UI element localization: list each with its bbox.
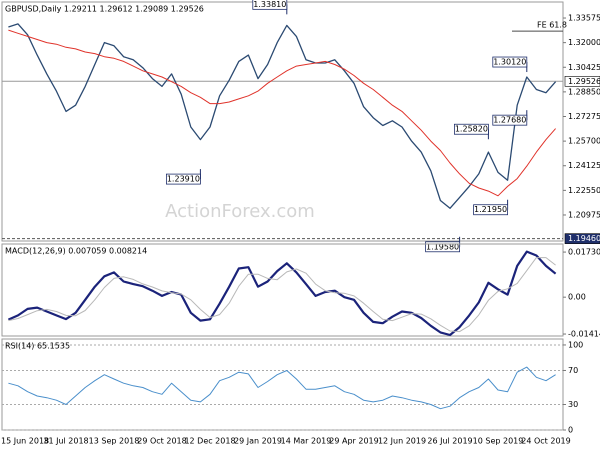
x-tick-label: 29 Jan 2019 — [234, 437, 282, 446]
annotation-label: 1.27680 — [493, 116, 526, 125]
annotation-label: 1.23910 — [167, 175, 200, 184]
annotation-label: 1.25820 — [455, 125, 488, 134]
annotation-box — [473, 204, 509, 216]
series-line — [8, 29, 556, 197]
pane-title: MACD(12,26,9) 0.007059 0.008214 — [5, 247, 147, 256]
annotation-box — [492, 56, 528, 68]
pane-title: RSI(14) 65.1535 — [5, 342, 70, 351]
x-tick-label: 26 Jul 2019 — [427, 437, 472, 446]
annotation-box — [453, 123, 489, 135]
x-tick-label: 29 Oct 2018 — [137, 437, 186, 446]
y-tick-label: 1.28850 — [568, 87, 600, 96]
annotation-label: 1.19580 — [426, 242, 459, 251]
x-tick-label: 15 Jun 2018 — [1, 437, 49, 446]
y-tick-label: 1.33575 — [568, 14, 600, 23]
y-tick-label: 0 — [568, 426, 573, 435]
level-label: 1.29526 — [568, 77, 600, 86]
series-line — [8, 23, 557, 209]
series-line — [8, 257, 556, 333]
y-tick-label: 1.32000 — [568, 38, 600, 47]
annotation-box — [425, 241, 461, 253]
x-tick-label: 12 Dec 2018 — [184, 437, 235, 446]
annotation-box — [492, 114, 528, 126]
y-tick-label: 1.22550 — [568, 186, 600, 195]
annotation-label: 1.33810 — [253, 0, 286, 9]
annotation-box — [252, 0, 288, 10]
y-tick-label: 1.24125 — [568, 161, 600, 170]
y-tick-label: 1.25700 — [568, 137, 600, 146]
y-tick-label: 0.017302 — [568, 248, 600, 257]
watermark: ActionForex.com — [165, 201, 315, 222]
annotation-box — [165, 173, 201, 185]
y-tick-label: 1.20975 — [568, 210, 600, 219]
y-tick-label: 30 — [568, 400, 578, 409]
x-tick-label: 12 Jun 2019 — [378, 437, 426, 446]
level-label: 1.19460 — [568, 234, 600, 243]
x-tick-label: 31 Jul 2018 — [43, 437, 88, 446]
pane-frame — [1, 243, 564, 337]
level-box — [564, 76, 600, 87]
y-tick-label: 0.00 — [568, 293, 586, 302]
y-tick-label: 1.30425 — [568, 63, 600, 72]
x-tick-label: 10 Sep 2019 — [473, 437, 524, 446]
annotation-label: 1.30120 — [493, 58, 526, 67]
y-tick-label: 1.27275 — [568, 112, 600, 121]
x-tick-label: 13 Sep 2018 — [89, 437, 140, 446]
y-tick-label: 100 — [568, 340, 583, 349]
series-line — [8, 366, 556, 410]
pane-title: GBPUSD,Daily 1.29211 1.29612 1.29089 1.2… — [5, 5, 204, 14]
y-tick-label: 70 — [568, 366, 578, 375]
x-tick-label: 24 Oct 2019 — [521, 437, 570, 446]
series-line — [7, 250, 557, 337]
level-box — [564, 233, 600, 244]
x-tick-label: 14 Mar 2019 — [281, 437, 332, 446]
fibo-label: FE 61.8 — [537, 21, 567, 30]
x-tick-label: 29 Apr 2019 — [329, 437, 378, 446]
annotation-label: 1.21950 — [474, 205, 507, 214]
y-tick-label: -0.014148 — [568, 330, 600, 339]
